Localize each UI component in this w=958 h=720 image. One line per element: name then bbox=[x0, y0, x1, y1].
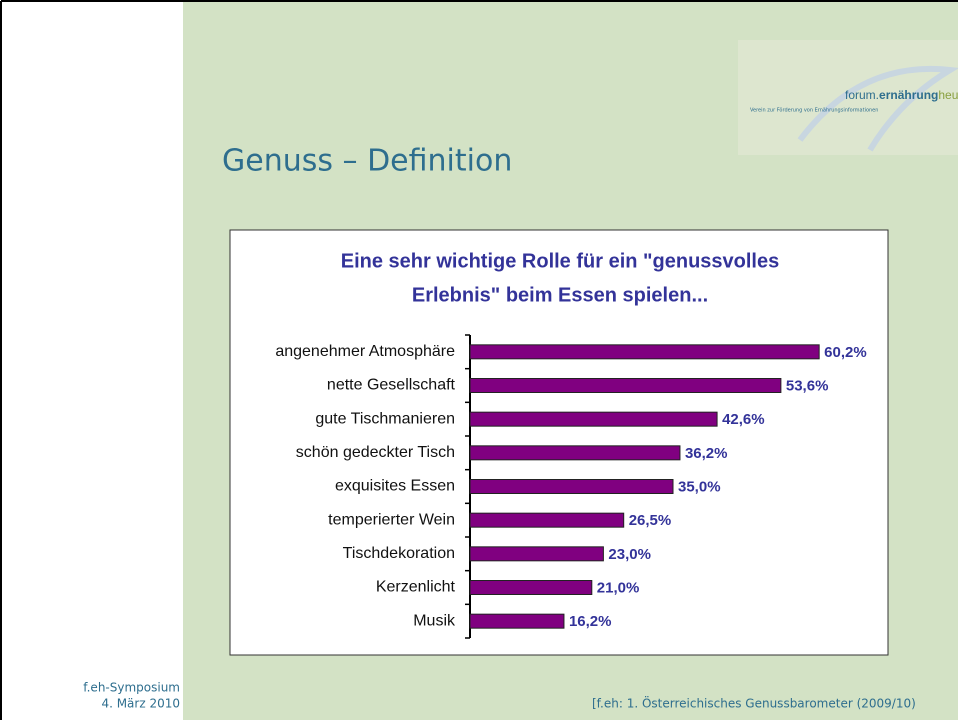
slide-title: Genuss – Definition bbox=[222, 144, 512, 179]
chart-title: Eine sehr wichtige Rolle für ein "genuss… bbox=[341, 250, 780, 272]
value-label: 42,6% bbox=[722, 411, 765, 428]
logo-swoosh bbox=[797, 65, 958, 152]
category-label: schön gedeckter Tisch bbox=[296, 444, 455, 461]
bar bbox=[469, 378, 782, 393]
logo: forum.ernährungheute Verein zur Förderun… bbox=[738, 40, 958, 155]
bar bbox=[469, 580, 593, 595]
bar bbox=[469, 613, 565, 629]
category-label: temperierter Wein bbox=[328, 511, 455, 528]
category-label: nette Gesellschaft bbox=[327, 377, 456, 394]
footer-event: f.eh-Symposium bbox=[83, 681, 180, 695]
value-label: 16,2% bbox=[569, 613, 612, 630]
value-label: 21,0% bbox=[597, 579, 640, 596]
logo-tagline: Verein zur Förderung von Ernährungsinfor… bbox=[750, 108, 878, 114]
bar bbox=[469, 479, 674, 494]
bar bbox=[469, 546, 604, 562]
value-label: 35,0% bbox=[678, 478, 721, 495]
value-label: 60,2% bbox=[824, 344, 867, 361]
category-label: Musik bbox=[413, 612, 456, 629]
category-label: angenehmer Atmosphäre bbox=[275, 343, 455, 360]
bar bbox=[469, 445, 681, 461]
category-label: gute Tischmanieren bbox=[315, 410, 455, 427]
footer-date: 4. März 2010 bbox=[101, 697, 180, 711]
logo-text: forum.ernährungheute bbox=[845, 88, 958, 102]
logo-box bbox=[738, 40, 958, 155]
footer-source: [f.eh: 1. Österreichisches Genussbaromet… bbox=[592, 695, 916, 711]
value-label: 26,5% bbox=[629, 512, 672, 529]
bar bbox=[469, 344, 820, 360]
bar bbox=[469, 411, 718, 427]
value-label: 36,2% bbox=[685, 445, 728, 462]
chart-title: Erlebnis" beim Essen spielen... bbox=[412, 284, 708, 306]
value-label: 23,0% bbox=[608, 546, 651, 563]
bar bbox=[469, 512, 625, 528]
category-label: exquisites Essen bbox=[335, 478, 455, 495]
category-label: Tischdekoration bbox=[343, 545, 455, 562]
value-label: 53,6% bbox=[786, 377, 829, 394]
category-label: Kerzenlicht bbox=[376, 579, 456, 596]
